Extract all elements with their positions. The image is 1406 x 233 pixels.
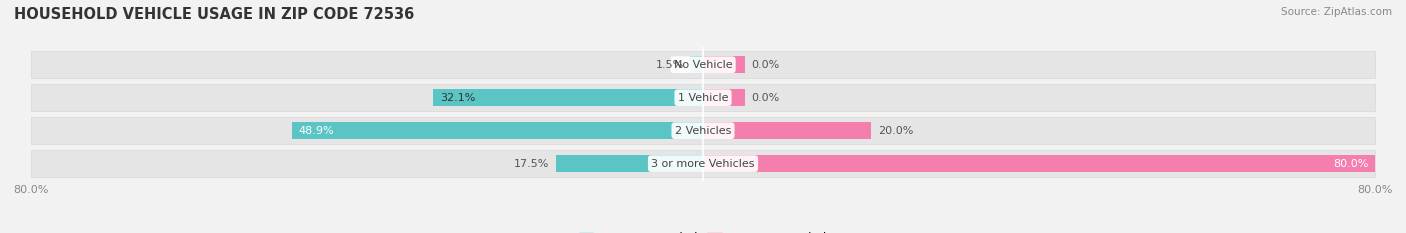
Bar	[690, 56, 703, 73]
Bar	[703, 89, 745, 106]
Bar	[31, 84, 1375, 111]
Text: 48.9%: 48.9%	[299, 126, 335, 136]
Text: 17.5%: 17.5%	[513, 159, 550, 169]
Bar	[292, 122, 703, 139]
Bar	[31, 117, 1375, 144]
Text: 0.0%: 0.0%	[752, 60, 780, 70]
Bar	[555, 155, 703, 172]
Bar	[31, 150, 1375, 177]
Text: 20.0%: 20.0%	[877, 126, 912, 136]
Text: HOUSEHOLD VEHICLE USAGE IN ZIP CODE 72536: HOUSEHOLD VEHICLE USAGE IN ZIP CODE 7253…	[14, 7, 415, 22]
Bar	[703, 122, 872, 139]
Text: 80.0%: 80.0%	[1333, 159, 1368, 169]
Text: No Vehicle: No Vehicle	[673, 60, 733, 70]
Text: 0.0%: 0.0%	[752, 93, 780, 103]
Text: 2 Vehicles: 2 Vehicles	[675, 126, 731, 136]
Text: 1 Vehicle: 1 Vehicle	[678, 93, 728, 103]
Bar	[31, 51, 1375, 78]
Legend: Owner-occupied, Renter-occupied: Owner-occupied, Renter-occupied	[574, 228, 832, 233]
Text: Source: ZipAtlas.com: Source: ZipAtlas.com	[1281, 7, 1392, 17]
Text: 32.1%: 32.1%	[440, 93, 475, 103]
Bar	[703, 56, 745, 73]
Bar	[433, 89, 703, 106]
Bar	[703, 155, 1375, 172]
Text: 1.5%: 1.5%	[655, 60, 683, 70]
Text: 3 or more Vehicles: 3 or more Vehicles	[651, 159, 755, 169]
